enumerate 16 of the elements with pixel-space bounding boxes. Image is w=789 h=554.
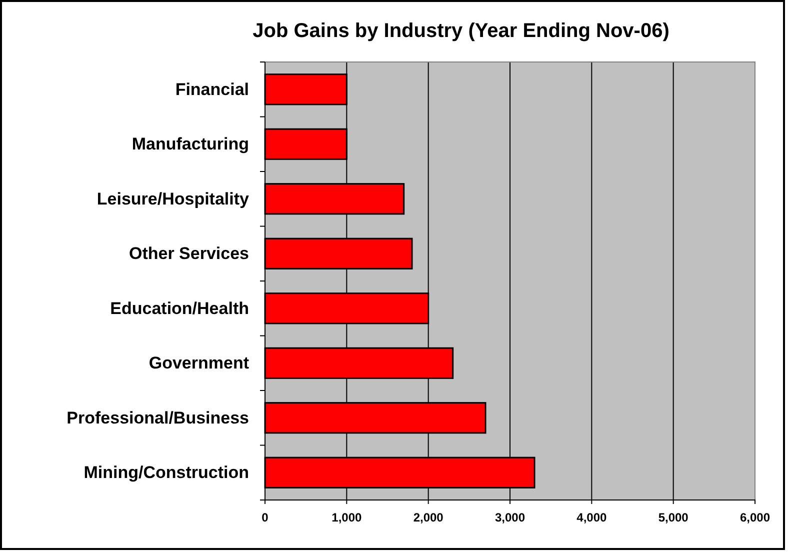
x-tick-label: 2,000 [413,510,444,524]
x-tick-label: 5,000 [658,510,689,524]
x-tick-label: 4,000 [576,510,608,524]
y-tick-label: Education/Health [110,298,249,318]
y-tick-label: Mining/Construction [84,463,249,482]
x-tick-label: 0 [262,510,269,524]
y-tick-label: Government [148,354,250,373]
x-tick-label: 1,000 [332,510,362,524]
x-tick-label: 6,000 [740,510,770,524]
y-tick-label: Other Services [128,244,249,264]
y-tick-label: Financial [175,80,249,99]
y-tick-label: Manufacturing [132,134,249,154]
y-tick-label: Leisure/Hospitality [96,189,250,208]
y-tick-label: Professional/Business [66,408,249,428]
chart-title: Job Gains by Industry (Year Ending Nov-06) [252,20,670,42]
x-tick-label: 3,000 [494,510,526,524]
